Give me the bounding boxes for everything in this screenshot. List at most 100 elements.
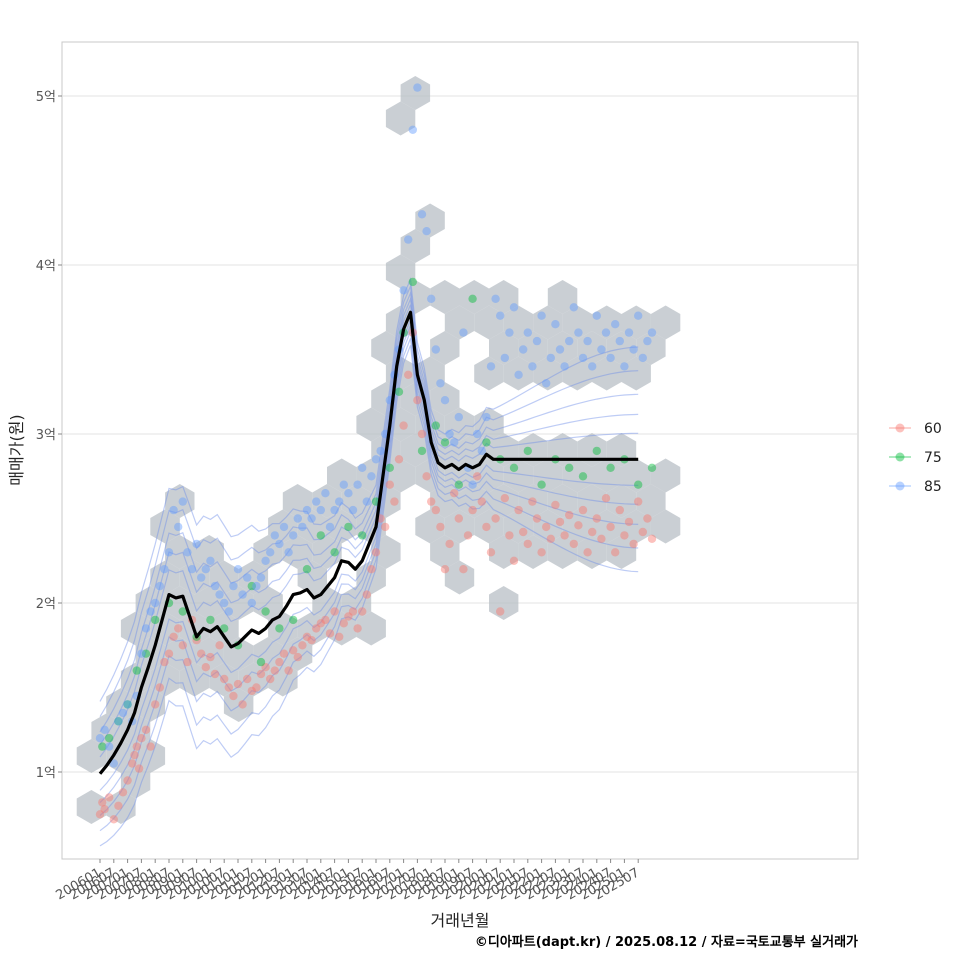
point-60-62	[367, 565, 376, 574]
point-60-115	[611, 548, 620, 557]
point-60-47	[298, 641, 307, 650]
point-60-106	[569, 539, 578, 549]
point-85-95	[532, 336, 542, 346]
hexbin-cell-57	[592, 509, 622, 544]
point-85-51	[330, 505, 339, 515]
density-contour-6	[99, 296, 639, 746]
hexbin-cell-148	[650, 305, 681, 340]
point-85-100	[555, 345, 565, 354]
y-axis-title: 매매가(원)	[7, 414, 26, 485]
point-75-6	[151, 615, 160, 625]
point-75-2	[114, 717, 123, 726]
point-85-45	[302, 505, 312, 515]
hexbin-cell-81	[444, 458, 475, 493]
point-85-24	[206, 556, 215, 565]
point-85-101	[560, 362, 569, 371]
point-75-28	[417, 446, 427, 456]
point-85-112	[611, 320, 620, 329]
legend-label-75: 75	[924, 450, 942, 466]
point-60-5	[114, 801, 123, 810]
point-85-102	[565, 336, 574, 346]
point-60-109	[583, 548, 592, 557]
point-60-63	[371, 548, 381, 557]
hexbin-cell-100	[150, 509, 180, 544]
point-60-17	[160, 657, 169, 667]
hexbin-cell-145	[621, 356, 651, 391]
point-85-82	[473, 429, 482, 439]
point-60-55	[335, 632, 344, 641]
point-75-35	[509, 463, 519, 472]
point-60-25	[197, 649, 206, 658]
hexbin-cell-71	[253, 586, 283, 620]
point-60-26	[201, 663, 210, 672]
hexbin-cell-38	[415, 509, 445, 544]
point-60-65	[381, 522, 390, 532]
hexbin-cell-26	[371, 535, 401, 569]
hexbin-cell-52	[547, 484, 578, 518]
point-60-123	[647, 534, 657, 543]
hexbin-cell-36	[415, 458, 445, 493]
hexbin-cell-50	[518, 535, 548, 569]
point-85-89	[505, 328, 514, 337]
point-60-83	[463, 531, 473, 540]
hexbin-cell-109	[282, 484, 313, 518]
hexbin-cell-107	[268, 509, 298, 544]
hexbin-cell-39	[444, 560, 475, 595]
point-75-16	[275, 624, 284, 633]
point-60-80	[450, 489, 459, 498]
hexbin-cell-63	[76, 739, 107, 773]
point-75-42	[606, 463, 615, 472]
hexbin-cell-49	[518, 484, 548, 518]
point-60-20	[174, 624, 183, 633]
point-60-54	[330, 607, 339, 616]
legend-label-60: 60	[924, 421, 942, 437]
y-axis: 1억 2억 3억 4억 5억	[36, 90, 62, 781]
point-60-45	[289, 646, 298, 655]
hexbin-cell-41	[444, 509, 475, 544]
point-60-66	[385, 480, 394, 489]
point-85-5	[118, 708, 128, 718]
hexbin-cell-119	[400, 76, 431, 110]
hexbin-cell-132	[503, 305, 534, 340]
hexbin-cell-6	[135, 688, 166, 722]
hexbin-cell-59	[606, 484, 637, 518]
point-85-46	[307, 514, 316, 523]
point-60-110	[588, 527, 597, 537]
point-85-59	[367, 472, 376, 481]
point-60-104	[560, 531, 569, 540]
hexbin-cell-134	[518, 331, 548, 365]
point-60-68	[394, 455, 404, 464]
hexbin-cell-23	[341, 586, 372, 620]
hexbin-cell-43	[474, 458, 504, 493]
point-60-21	[178, 641, 187, 650]
hexbin-cell-75	[312, 535, 342, 569]
point-60-13	[141, 725, 151, 734]
hexbin-cell-8	[135, 637, 166, 671]
point-60-67	[390, 497, 399, 506]
point-60-93	[509, 556, 519, 565]
hexbin-cell-106	[253, 535, 283, 569]
hexbin-cell-61	[636, 484, 666, 518]
point-85-43	[293, 514, 302, 523]
hexbin-cell-24	[356, 611, 386, 646]
hexbin-cell-99	[165, 484, 195, 518]
point-60-82	[459, 565, 468, 574]
y-tick-label-2: 3억	[36, 428, 56, 443]
hexbin-layer	[76, 76, 681, 824]
point-60-81	[454, 514, 463, 523]
hexbin-cell-25	[356, 560, 386, 595]
point-60-40	[266, 674, 275, 684]
point-85-92	[519, 345, 528, 354]
hexbin-cell-13	[179, 662, 210, 697]
point-60-85	[473, 472, 482, 481]
hexbin-cell-79	[400, 433, 431, 467]
point-85-40	[279, 522, 289, 532]
point-60-11	[134, 764, 144, 773]
point-85-49	[321, 489, 330, 498]
point-75-20	[330, 548, 339, 557]
point-60-74	[422, 472, 431, 481]
point-75-27	[408, 277, 417, 287]
hexbin-cell-16	[238, 662, 269, 697]
point-85-103	[569, 303, 578, 312]
point-60-116	[615, 505, 624, 515]
